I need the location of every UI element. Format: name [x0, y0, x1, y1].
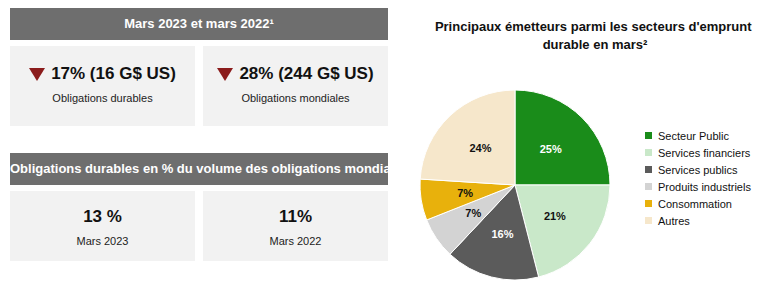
html-text:11%: 11% [279, 207, 312, 226]
svg-text:25%: 25% [540, 143, 562, 155]
svg-text:durable en mars²: durable en mars² [543, 37, 648, 52]
html-text:13 %: 13 % [83, 207, 122, 226]
html-text:Obligations durables en % du v: Obligations durables en % du volume des … [10, 161, 414, 176]
html-text:Mars 2023: Mars 2023 [76, 235, 129, 247]
svg-text:7%: 7% [457, 187, 473, 199]
html-text:17% (16 G$ US): 17% (16 G$ US) [51, 64, 176, 83]
svg-text:Services financiers: Services financiers [658, 147, 751, 159]
svg-text:Consommation: Consommation [658, 198, 732, 210]
html-text:Mars 2022: Mars 2022 [269, 235, 322, 247]
svg-text:24%: 24% [469, 142, 491, 154]
svg-text:Autres: Autres [658, 215, 690, 227]
html-text:Obligations durables: Obligations durables [52, 92, 153, 104]
svg-text:Principaux émetteurs parmi les: Principaux émetteurs parmi les secteurs … [435, 19, 755, 34]
svg-text:21%: 21% [544, 210, 566, 222]
svg-text:7%: 7% [465, 207, 481, 219]
svg-text:16%: 16% [491, 228, 513, 240]
svg-text:Produits industriels: Produits industriels [658, 181, 751, 193]
svg-text:Services publics: Services publics [658, 164, 738, 176]
html-text:Obligations mondiales: Obligations mondiales [241, 92, 350, 104]
html-text:28% (244 G$ US): 28% (244 G$ US) [239, 64, 374, 83]
svg-text:Secteur Public: Secteur Public [658, 130, 729, 142]
html-text:Mars 2023 et mars 2022¹: Mars 2023 et mars 2022¹ [124, 16, 274, 31]
